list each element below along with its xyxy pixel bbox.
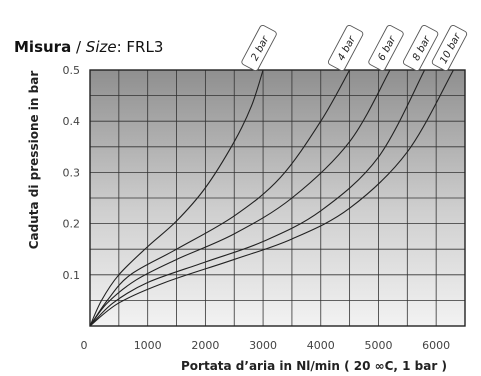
series-tag-box [431, 24, 468, 72]
series-tag-box [402, 24, 439, 72]
x-tick-label: 5000 [364, 339, 392, 352]
series-line [89, 69, 426, 327]
title-separator: / [71, 38, 86, 56]
curves [89, 69, 454, 327]
series-line [89, 69, 351, 327]
y-tick-labels: 0.1 0.2 0.3 0.4 0.5 [63, 64, 81, 282]
grid [89, 69, 466, 327]
y-tick-label: 0.2 [63, 218, 81, 231]
y-tick-label: 0.4 [63, 115, 81, 128]
series-line [89, 69, 391, 327]
plot-frame [89, 69, 466, 327]
title-italic: Size [85, 38, 117, 56]
x-tick-label: 3000 [249, 339, 277, 352]
x-tick-labels: 0 1000 2000 3000 4000 5000 6000 [81, 339, 451, 352]
series-tag-box [368, 24, 404, 72]
series-tag-box [241, 24, 277, 72]
x-tick-label: 2000 [191, 339, 219, 352]
y-tick-label: 0.3 [63, 166, 81, 179]
x-axis-label: Portata d’aria in Nl/min ( 20 ∞C, 1 bar … [181, 359, 447, 373]
series-tag: 2 bar [241, 24, 277, 72]
series-tag: 4 bar [327, 24, 364, 72]
series-line [89, 69, 454, 327]
x-tick-label: 4000 [307, 339, 335, 352]
series-tag-box [327, 24, 364, 72]
y-tick-label: 0.5 [63, 64, 81, 77]
title-rest: : FRL3 [116, 38, 164, 56]
x-tick-label: 1000 [134, 339, 162, 352]
y-tick-label: 0.1 [63, 269, 81, 282]
x-tick-label: 6000 [422, 339, 450, 352]
chart-title: Misura / Size: FRL3 [14, 38, 163, 56]
title-bold: Misura [14, 38, 72, 56]
x-tick-label: 0 [81, 339, 88, 352]
series-tags: 2 bar 4 bar 6 bar 8 bar 10 bar [241, 24, 468, 72]
y-axis-label: Caduta di pressione in bar [27, 71, 41, 250]
series-tag: 6 bar [368, 24, 404, 72]
series-line [89, 69, 264, 327]
